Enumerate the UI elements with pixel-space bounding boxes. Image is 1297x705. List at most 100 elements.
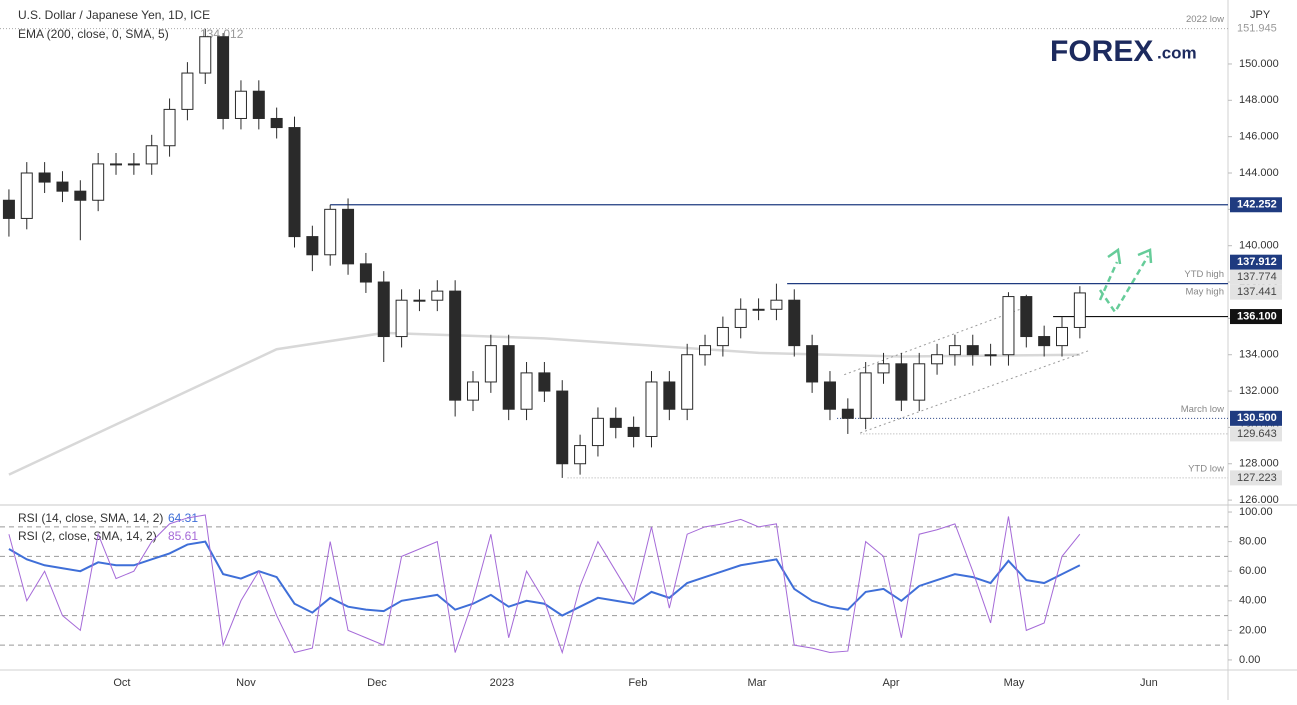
arrow-head — [1137, 248, 1153, 264]
trend-channel — [860, 349, 1091, 434]
candle-body — [252, 90, 265, 119]
candle-body — [74, 190, 87, 201]
y-tick-label: 134.000 — [1239, 349, 1279, 361]
candle-body — [270, 117, 283, 129]
candle-body — [288, 127, 301, 238]
arrow-head — [1107, 247, 1122, 265]
x-tick-label: May — [1004, 677, 1025, 689]
x-tick-label: 2023 — [490, 677, 514, 689]
x-tick-label: Mar — [747, 677, 766, 689]
candle-body — [645, 381, 658, 437]
price-label-box — [1230, 254, 1282, 270]
rsi2-legend-value: 85.61 — [168, 529, 198, 543]
candle-body — [1038, 336, 1051, 347]
candle-body — [841, 408, 854, 419]
chart-title: U.S. Dollar / Japanese Yen, 1D, ICE — [18, 8, 210, 22]
projection-arrows — [1098, 247, 1153, 315]
candle-body — [877, 363, 890, 374]
candle-body — [502, 345, 515, 410]
candle-body — [770, 299, 783, 310]
candle-body — [92, 163, 105, 201]
candle-body — [699, 345, 712, 356]
level-note: 2022 low — [1186, 14, 1224, 25]
candle-body — [788, 299, 801, 347]
candle-body — [342, 208, 355, 265]
candle-body — [181, 72, 194, 110]
arrow — [1098, 261, 1119, 301]
price-label-box — [1230, 470, 1282, 486]
rsi14-legend: RSI (14, close, SMA, 14, 2) — [18, 511, 163, 525]
y-tick-label: 60.00 — [1239, 565, 1267, 577]
candle-body — [484, 345, 497, 383]
y-tick-label: 128.000 — [1239, 458, 1279, 470]
candle-body — [1073, 292, 1086, 328]
y-tick-label: 132.000 — [1239, 385, 1279, 397]
x-tick-label: Nov — [236, 677, 256, 689]
y-tick-label: 144.000 — [1239, 167, 1279, 179]
candle-body — [681, 354, 694, 410]
candle-body — [966, 345, 979, 356]
candle-body — [377, 281, 390, 338]
candle-body — [895, 363, 908, 401]
level-note: YTD high — [1184, 269, 1224, 280]
rsi2-legend: RSI (2, close, SMA, 14, 2) — [18, 529, 157, 543]
price-label: 130.500 — [1237, 412, 1277, 424]
candle-body — [20, 172, 33, 219]
price-label-box — [1230, 21, 1282, 37]
candle-body — [823, 381, 836, 410]
candle-body — [199, 36, 212, 74]
rsi-line — [8, 540, 1081, 617]
logo: FOREX — [1050, 35, 1153, 68]
price-label-box — [1230, 284, 1282, 300]
candle-body — [449, 290, 462, 401]
candle-body — [556, 390, 569, 465]
candle-body — [752, 308, 765, 311]
candle-body — [359, 263, 372, 283]
price-label: 136.100 — [1237, 310, 1277, 322]
candle-body — [413, 299, 426, 302]
price-label-box — [1230, 410, 1282, 426]
price-label: 137.441 — [1237, 286, 1277, 298]
x-tick-label: Dec — [367, 677, 387, 689]
candle-body — [948, 345, 961, 356]
y-tick-label: 140.000 — [1239, 240, 1279, 252]
candle-body — [609, 417, 622, 428]
price-label-box — [1230, 426, 1282, 442]
trend-channel — [844, 305, 1031, 376]
rsi-line — [8, 514, 1081, 655]
currency-label: JPY — [1250, 9, 1271, 21]
candle-body — [538, 372, 551, 392]
candle-body — [859, 372, 872, 419]
candle-body — [627, 426, 640, 437]
y-tick-label: 148.000 — [1239, 94, 1279, 106]
candle-body — [574, 445, 587, 465]
price-label: 129.643 — [1237, 428, 1277, 440]
price-label: 142.252 — [1237, 199, 1277, 211]
candle-body — [431, 290, 444, 301]
candle-body — [234, 90, 247, 119]
candle-body — [56, 181, 69, 192]
y-tick-label: 0.00 — [1239, 654, 1260, 666]
candle-body — [1002, 296, 1015, 356]
candle-body — [324, 208, 337, 256]
candle-body — [127, 163, 140, 166]
candle-body — [520, 372, 533, 410]
level-note: YTD low — [1188, 463, 1224, 474]
candle-body — [145, 145, 158, 165]
x-tick-label: Apr — [882, 677, 899, 689]
ema-legend: EMA (200, close, 0, SMA, 5) — [18, 27, 169, 41]
price-label-box — [1230, 197, 1282, 213]
price-label-box — [1230, 309, 1282, 325]
candle-body — [2, 199, 15, 219]
price-label: 137.774 — [1237, 271, 1277, 283]
candle-body — [591, 417, 604, 447]
level-note: May high — [1185, 287, 1224, 298]
x-tick-label: Oct — [113, 677, 130, 689]
logo-suffix: .com — [1157, 43, 1197, 62]
price-label: 137.912 — [1237, 256, 1277, 268]
candle-body — [663, 381, 676, 410]
candle-body — [806, 345, 819, 383]
